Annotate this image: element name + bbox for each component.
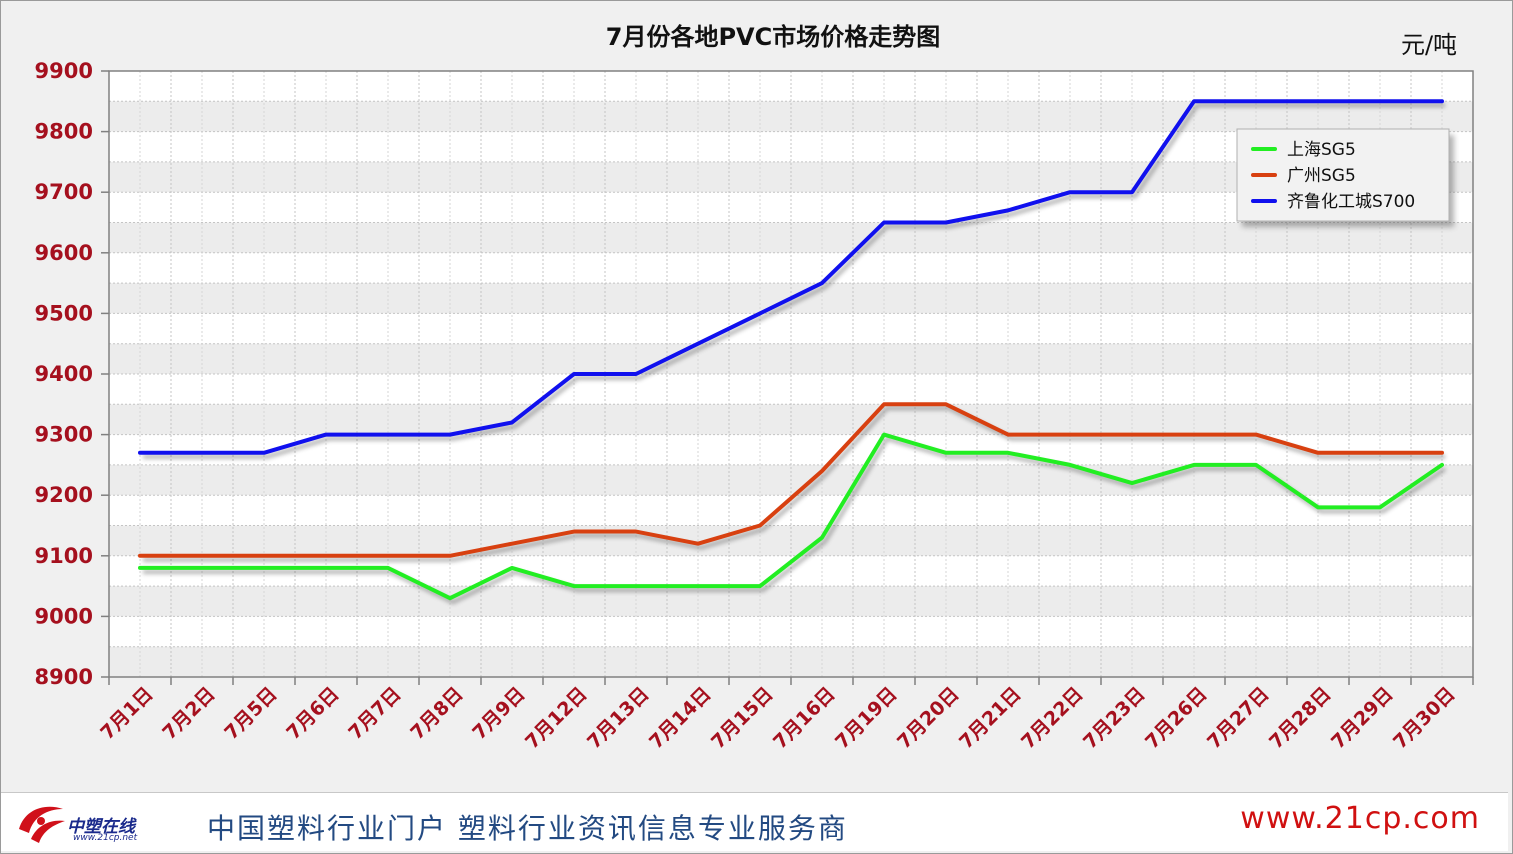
series-line-1 bbox=[138, 432, 1444, 601]
footer-banner: 中塑在线 www.21cp.net 中国塑料行业门户 塑料行业资讯信息专业服务商… bbox=[1, 792, 1508, 851]
x-tick-label: 7月2日 bbox=[158, 683, 219, 744]
x-tick-label: 7月28日 bbox=[1265, 683, 1335, 753]
series-line-shadow bbox=[143, 103, 1445, 459]
site-url-link[interactable]: www.21cp.com bbox=[1240, 801, 1480, 836]
x-tick-label: 7月5日 bbox=[220, 683, 281, 744]
series-line-3 bbox=[138, 99, 1444, 455]
series-line-shadow bbox=[143, 436, 1447, 605]
y-tick-label: 9900 bbox=[35, 59, 93, 83]
x-tick-label: 7月29日 bbox=[1327, 683, 1397, 753]
chart-title: 7月份各地PVC市场价格走势图 bbox=[606, 23, 940, 51]
x-tick-label: 7月14日 bbox=[645, 683, 715, 753]
x-tick-label: 7月20日 bbox=[893, 683, 963, 753]
y-tick-label: 9200 bbox=[35, 483, 93, 507]
legend-label: 齐鲁化工城S700 bbox=[1287, 192, 1415, 212]
x-tick-label: 7月8日 bbox=[406, 683, 467, 744]
y-tick-label: 9600 bbox=[35, 241, 93, 265]
x-tick-label: 7月15日 bbox=[707, 683, 777, 753]
slogan-text: 中国塑料行业门户 塑料行业资讯信息专业服务商 bbox=[207, 812, 848, 845]
y-tick-label: 9700 bbox=[35, 180, 93, 204]
legend-label: 上海SG5 bbox=[1287, 140, 1356, 160]
x-axis: 7月1日 7月2日 7月5日 7月6日 7月7日 7月8日 7月9日7月12日7月13日7月… bbox=[96, 677, 1474, 753]
y-tick-label: 9300 bbox=[35, 423, 93, 447]
y-tick-label: 9800 bbox=[35, 120, 93, 144]
series-line-shadow bbox=[143, 406, 1445, 562]
x-tick-label: 7月13日 bbox=[583, 683, 653, 753]
x-tick-label: 7月16日 bbox=[769, 683, 839, 753]
price-trend-chart: 7月份各地PVC市场价格走势图 元/吨 9900 9800 9700 9600 9500… bbox=[35, 23, 1474, 753]
x-tick-label: 7月27日 bbox=[1203, 683, 1273, 753]
x-tick-label: 7月19日 bbox=[831, 683, 901, 753]
series-line-2 bbox=[138, 402, 1444, 558]
x-tick-label: 7月26日 bbox=[1141, 683, 1211, 753]
site-logo[interactable]: 中塑在线 www.21cp.net bbox=[11, 799, 181, 845]
y-tick-label: 9000 bbox=[35, 604, 93, 628]
y-tick-label: 8900 bbox=[35, 665, 93, 689]
logo-subtext: www.21cp.net bbox=[73, 833, 138, 843]
unit-label: 元/吨 bbox=[1401, 31, 1457, 59]
x-tick-label: 7月9日 bbox=[468, 683, 529, 744]
x-tick-label: 7月23日 bbox=[1079, 683, 1149, 753]
x-tick-label: 7月6日 bbox=[282, 683, 343, 744]
legend: 上海SG5 广州SG5 齐鲁化工城S700 bbox=[1236, 128, 1454, 227]
logo-swoosh-icon bbox=[19, 806, 65, 843]
series-lines bbox=[138, 99, 1447, 605]
y-tick-label: 9500 bbox=[35, 301, 93, 325]
x-tick-label: 7月30日 bbox=[1389, 683, 1459, 753]
y-axis: 9900 9800 9700 9600 9500 9400 9300 9200 9100 9000… bbox=[35, 59, 109, 689]
y-tick-label: 9100 bbox=[35, 544, 93, 568]
x-tick-label: 7月22日 bbox=[1017, 683, 1087, 753]
x-tick-label: 7月12日 bbox=[521, 683, 591, 753]
x-tick-label: 7月1日 bbox=[96, 683, 157, 744]
x-tick-label: 7月7日 bbox=[344, 683, 405, 744]
logo-text: 中塑在线 bbox=[67, 817, 135, 837]
y-tick-label: 9400 bbox=[35, 362, 93, 386]
x-tick-label: 7月21日 bbox=[955, 683, 1025, 753]
legend-label: 广州SG5 bbox=[1287, 166, 1356, 186]
